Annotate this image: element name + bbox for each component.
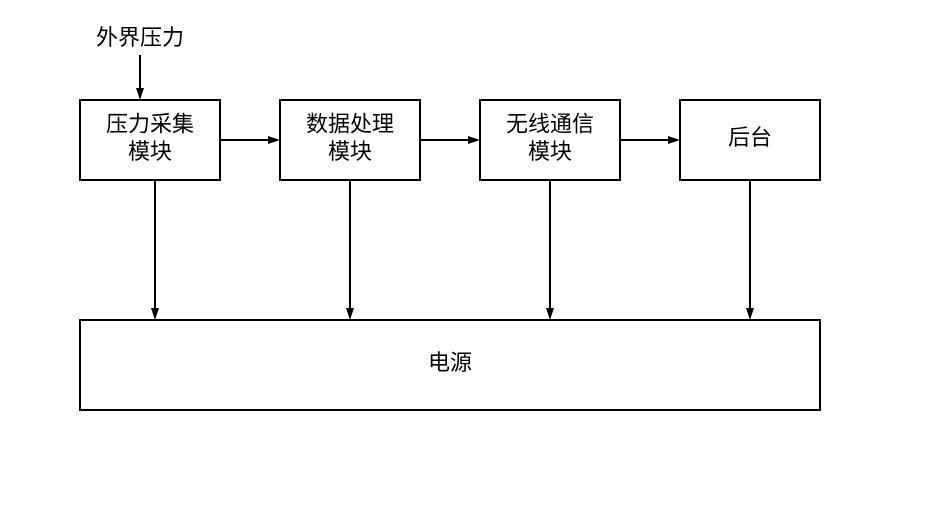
arrowhead xyxy=(151,308,159,320)
label-input_label: 外界压力 xyxy=(96,25,184,50)
node-n1-label: 压力采集 xyxy=(106,111,194,136)
node-n2-label: 模块 xyxy=(328,139,372,164)
node-n4-label: 后台 xyxy=(728,125,772,150)
arrowhead xyxy=(268,136,280,144)
arrowhead xyxy=(136,88,144,100)
arrowhead xyxy=(746,308,754,320)
node-power-label: 电源 xyxy=(428,350,472,375)
arrowhead xyxy=(546,308,554,320)
node-n2-label: 数据处理 xyxy=(306,111,394,136)
arrowhead xyxy=(346,308,354,320)
arrowhead xyxy=(668,136,680,144)
node-n3-label: 模块 xyxy=(528,139,572,164)
node-n3-label: 无线通信 xyxy=(506,111,594,136)
flowchart-canvas: 外界压力压力采集模块 数据处理模块 无线通信模块 后台电源 xyxy=(0,0,945,517)
arrowhead xyxy=(468,136,480,144)
node-n1-label: 模块 xyxy=(128,139,172,164)
